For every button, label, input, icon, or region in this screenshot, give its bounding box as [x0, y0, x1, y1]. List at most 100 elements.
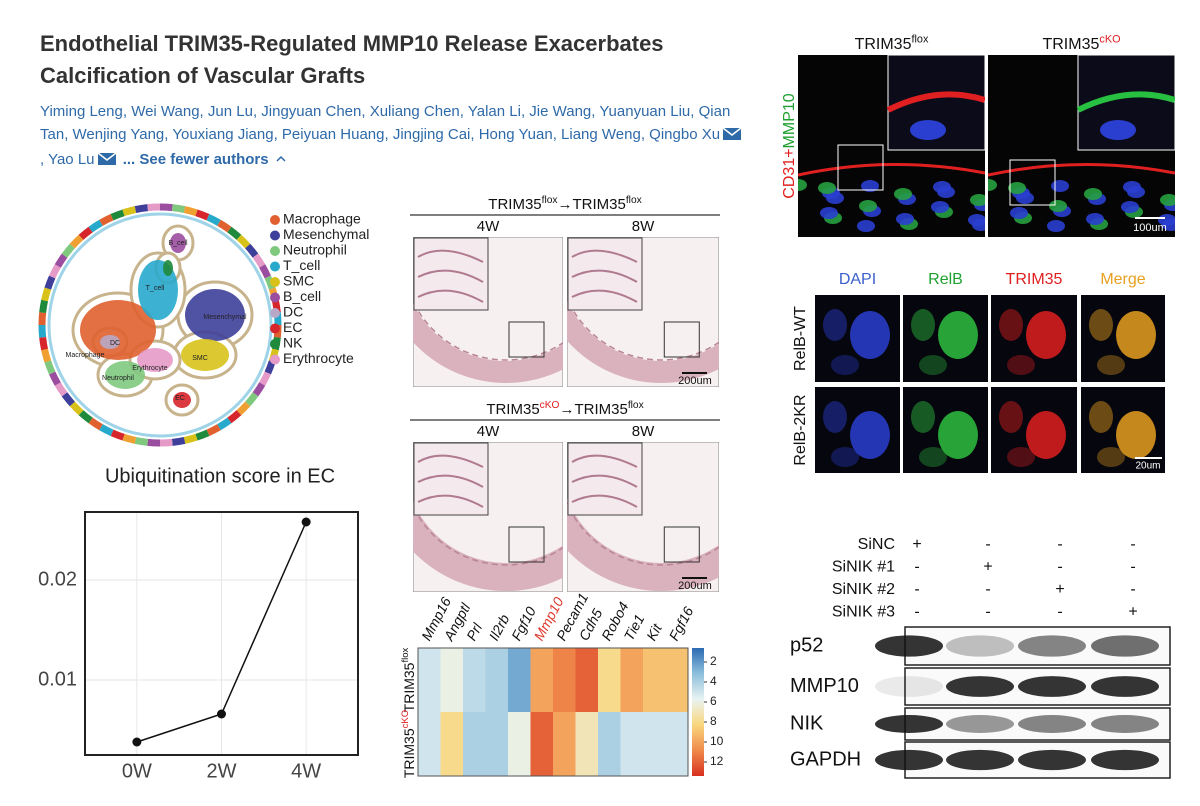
time-label: 8W	[632, 423, 655, 440]
label: TRIM35cKO	[1042, 33, 1120, 53]
heat-cell	[620, 648, 644, 712]
band	[1091, 635, 1159, 657]
nucleus	[820, 207, 838, 219]
ring-segment	[259, 371, 271, 386]
ring-segment	[195, 429, 210, 441]
ring-segment	[49, 371, 61, 386]
cluster-label: Erythrocyte	[132, 365, 168, 372]
band	[875, 715, 943, 733]
caret[interactable]	[275, 148, 287, 171]
heat-cell	[530, 712, 554, 776]
heat-cell	[440, 712, 464, 776]
author-name[interactable]: Jingjing Cai	[392, 126, 471, 143]
if-tile	[991, 295, 1077, 382]
inset-nucleus	[1100, 120, 1136, 140]
nucleus	[1051, 180, 1069, 192]
legend-marker	[270, 292, 280, 303]
nucleus	[931, 201, 949, 213]
author-name[interactable]: Jingyuan Chen	[261, 103, 362, 120]
nucleus	[861, 180, 879, 192]
email-icon[interactable]	[97, 150, 117, 173]
ring-segment	[122, 206, 137, 217]
label-sup: cKO	[1099, 33, 1120, 45]
legend-label: B_cell	[283, 288, 321, 304]
scale-label: 200um	[678, 375, 712, 387]
ring-segment	[99, 214, 114, 226]
author-name[interactable]: Yalan Li	[467, 103, 521, 120]
inset-signal	[886, 91, 985, 113]
label-text: →TRIM35	[559, 401, 627, 418]
ring-segment	[54, 382, 68, 397]
ring-segment	[206, 424, 221, 436]
nucleus	[1047, 220, 1065, 232]
author-name[interactable]: Wenjing Yang	[72, 126, 165, 143]
band	[946, 749, 1014, 771]
sign: -	[914, 581, 919, 598]
author-name[interactable]: Youxiang Jiang	[172, 126, 274, 143]
author-name[interactable]: Yao Lu	[48, 151, 95, 168]
roi-box	[663, 526, 700, 563]
email-icon[interactable]	[722, 125, 742, 148]
heat-cell	[508, 648, 531, 712]
if-tile	[1081, 295, 1165, 382]
ring-segment	[134, 204, 149, 214]
colorbar-label: 2	[710, 654, 717, 668]
ring-segment	[41, 348, 52, 363]
label-text: TRIM35	[401, 662, 417, 712]
toggle-authors[interactable]: ... See fewer authors	[122, 151, 269, 168]
separator: ,	[459, 103, 464, 120]
band	[1091, 749, 1159, 771]
inset-fibers	[571, 249, 638, 303]
legend-label: Macrophage	[283, 211, 361, 227]
separator: ,	[164, 126, 169, 143]
author-name[interactable]: Jie Wang	[529, 103, 592, 120]
author-name[interactable]: Xuliang Chen	[369, 103, 460, 120]
author-name[interactable]: Yuanyuan Liu	[599, 103, 691, 120]
author-name[interactable]: Wei Wang	[131, 103, 200, 120]
histology-image	[567, 237, 719, 387]
vessel-wall-inner	[567, 296, 719, 361]
cell	[938, 311, 978, 359]
author-name[interactable]: Hong Yuan	[478, 126, 553, 143]
label: TRIM35flox	[400, 647, 417, 712]
heat-cell	[643, 712, 666, 776]
author-name[interactable]: Liang Weng	[561, 126, 641, 143]
gene-label: Fgf16	[666, 604, 697, 643]
sign: -	[1130, 581, 1135, 598]
vessel-wall-inner	[567, 501, 719, 566]
heat-cell	[418, 712, 441, 776]
separator: ,	[40, 151, 45, 168]
cell	[823, 401, 847, 433]
heat-cell	[553, 712, 576, 776]
author-name[interactable]: Qingbo Xu	[649, 126, 721, 143]
stain-part: MMP10	[781, 93, 798, 148]
separator: ,	[640, 126, 645, 143]
band	[875, 635, 943, 657]
legend-marker	[270, 339, 280, 349]
ring-segment	[147, 438, 161, 447]
ring-segment	[134, 436, 149, 446]
condition-label: SiNIK #3	[832, 604, 895, 621]
ring-segment	[88, 219, 103, 233]
ring-segment	[171, 436, 186, 446]
sign: -	[1130, 536, 1135, 553]
legend-marker	[270, 354, 280, 365]
cell	[1089, 401, 1113, 433]
band-label: NIK	[790, 712, 824, 734]
cell	[1116, 411, 1156, 459]
heat-cell	[575, 712, 599, 776]
cluster-label: Macrophage	[66, 352, 105, 359]
cluster	[173, 392, 191, 408]
cell	[911, 309, 935, 341]
gene-label: Prl	[463, 620, 486, 643]
nucleus	[1084, 188, 1102, 200]
author-name[interactable]: Qian Tan	[40, 103, 731, 143]
author-name[interactable]: Yiming Leng	[40, 103, 123, 120]
band	[875, 749, 943, 771]
nucleus	[1121, 201, 1139, 213]
cell	[1097, 447, 1125, 467]
author-name[interactable]: Jun Lu	[207, 103, 253, 120]
ring-segment	[183, 433, 198, 444]
author-name[interactable]: Peiyuan Huang	[281, 126, 385, 143]
